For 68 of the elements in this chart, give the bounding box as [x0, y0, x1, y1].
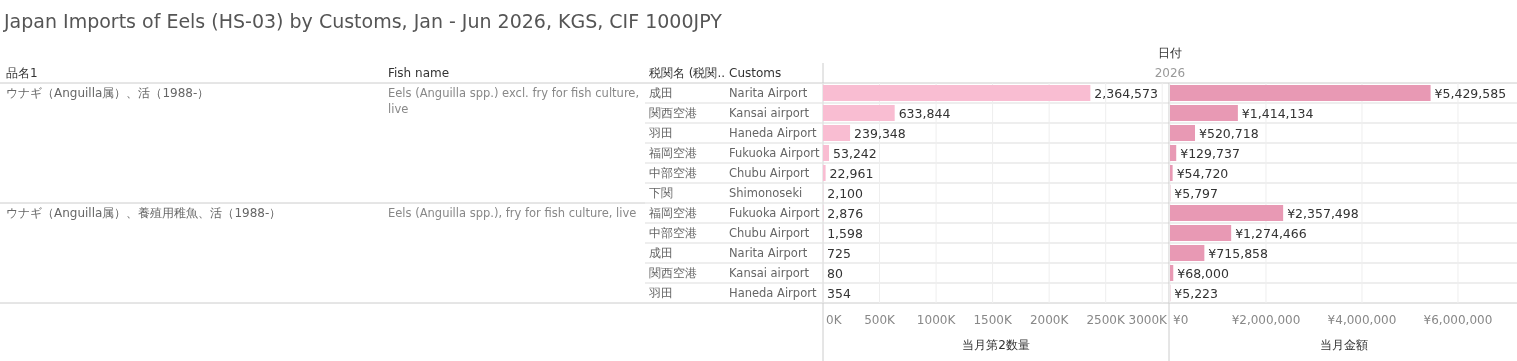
data-label: ¥1,414,134 [1241, 105, 1314, 121]
y-tick-label: Narita Airport [729, 86, 808, 100]
x-tick-label: 3000K [1128, 313, 1169, 327]
data-label: 725 [827, 245, 851, 261]
text: 2026 [1154, 66, 1186, 80]
text: 下関 [649, 186, 673, 200]
text: 関西空港 [649, 266, 697, 280]
data-label: ¥1,274,466 [1235, 225, 1307, 241]
y-tick-label: Shimonoseki [729, 186, 803, 200]
data-label: ¥5,797 [1174, 185, 1219, 201]
data-label: 2,100 [827, 185, 864, 201]
y-tick-label: Chubu Airport [729, 166, 810, 180]
data-label: ¥520,718 [1198, 125, 1259, 141]
text: 税関名 (税関.. [649, 66, 726, 80]
y-tick-label: Fukuoka Airport [729, 146, 820, 160]
text: Customs [729, 66, 782, 80]
text: Fish name [388, 66, 450, 80]
x-axis-title: 当月第2数量 [962, 338, 1030, 352]
data-label: ¥5,223 [1174, 285, 1218, 301]
y-tick-label: Narita Airport [729, 246, 808, 260]
data-label: 633,844 [898, 105, 951, 121]
text: 関西空港 [649, 106, 697, 120]
x-tick-label: 2000K [1029, 313, 1070, 327]
y-tick-label: Chubu Airport [729, 226, 810, 240]
text: 成田 [649, 246, 673, 260]
data-label: ¥129,737 [1180, 145, 1240, 161]
data-label: 354 [827, 285, 851, 301]
text: 福岡空港 [649, 146, 697, 160]
y-tick-label: Haneda Airport [729, 126, 817, 140]
data-label: ¥54,720 [1176, 165, 1229, 181]
data-label: 239,348 [854, 125, 906, 141]
text: ウナギ（Anguilla属）、養殖用稚魚、活（1988-） [6, 206, 282, 220]
data-label: ¥68,000 [1177, 265, 1229, 281]
text: 成田 [649, 86, 673, 100]
text: Eels (Anguilla spp.) excl. fry for fish culture, live [388, 86, 640, 116]
x-tick-label: 1000K [916, 313, 957, 327]
y-tick-label: Haneda Airport [729, 286, 817, 300]
y-tick-label: Fukuoka Airport [729, 206, 820, 220]
text: 日付 [1158, 46, 1182, 60]
text: 福岡空港 [649, 206, 697, 220]
data-label: ¥2,357,498 [1287, 205, 1359, 221]
text: 羽田 [648, 126, 673, 140]
x-tick-label: 500K [864, 313, 897, 327]
x-tick-label: ¥0 [1173, 313, 1189, 327]
x-axis-title: 当月金額 [1319, 338, 1368, 352]
x-tick-label: 1500K [973, 313, 1013, 327]
x-tick-label: 2500K [1086, 313, 1127, 327]
x-tick-label: ¥6,000,000 [1423, 313, 1493, 327]
text: Japan Imports of Eels (HS-03) by Customs, Jan - Jun 2026, KGS, CIF 1000JPY [3, 10, 723, 32]
data-label: 2,364,573 [1094, 85, 1158, 101]
data-label: 53,242 [833, 145, 877, 161]
x-tick-label: ¥4,000,000 [1327, 313, 1397, 327]
data-label: 22,961 [829, 165, 874, 181]
text: 中部空港 [649, 166, 697, 180]
data-label: ¥715,858 [1208, 245, 1269, 261]
text: ウナギ（Anguilla属）、活（1988-） [6, 86, 210, 100]
data-label: 2,876 [827, 205, 864, 221]
y-tick-label: Kansai airport [729, 106, 810, 120]
text: 羽田 [648, 286, 673, 300]
text: Eels (Anguilla spp.), fry for fish culture, live [388, 206, 637, 220]
text: 中部空港 [649, 226, 697, 240]
data-label: 80 [827, 265, 843, 281]
text: 品名1 [6, 66, 38, 80]
data-label: 1,598 [827, 225, 864, 241]
x-tick-label: ¥2,000,000 [1231, 313, 1301, 327]
data-label: ¥5,429,585 [1434, 85, 1507, 101]
y-tick-label: Kansai airport [729, 266, 810, 280]
x-tick-label: 0K [826, 313, 843, 327]
